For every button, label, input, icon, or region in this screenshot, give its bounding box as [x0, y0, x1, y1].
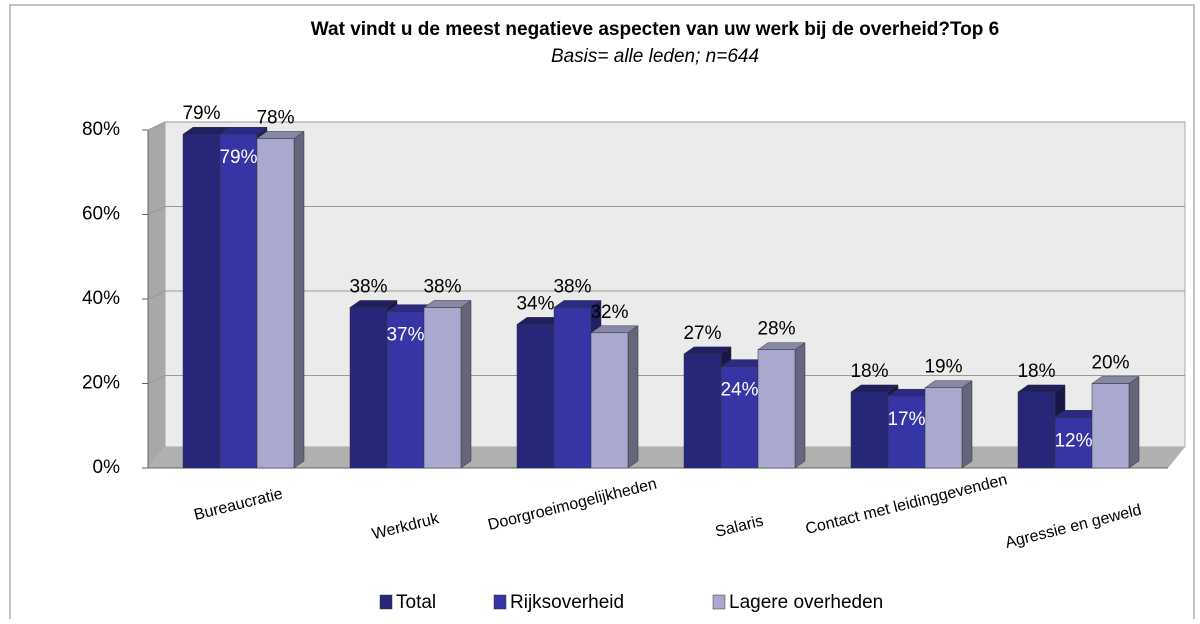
- value-label: 28%: [757, 319, 795, 340]
- bar-top: [256, 131, 305, 139]
- value-label: 38%: [553, 276, 591, 297]
- value-label: 37%: [386, 325, 424, 346]
- bar: [1091, 383, 1130, 469]
- bar-side: [627, 325, 639, 469]
- bar: [720, 366, 759, 469]
- value-label: 18%: [850, 361, 888, 382]
- bar: [423, 307, 462, 469]
- bar-side: [460, 299, 472, 469]
- bar: [553, 307, 592, 469]
- value-label: 24%: [720, 380, 758, 401]
- y-tick-label: 80%: [82, 119, 120, 140]
- bar-top: [1091, 376, 1140, 384]
- bar-top: [924, 380, 973, 388]
- bar: [386, 311, 425, 469]
- bar-top: [590, 325, 639, 334]
- chart-subtitle: Basis= alle leden; n=644: [551, 46, 759, 67]
- bar: [850, 391, 889, 469]
- bar: [182, 133, 221, 469]
- bar: [516, 324, 555, 469]
- y-tick-label: 40%: [82, 288, 120, 309]
- bar-top: [553, 300, 602, 308]
- grid-line: [147, 121, 166, 131]
- value-label: 38%: [423, 276, 461, 297]
- bar: [256, 138, 295, 469]
- grid-line: [147, 375, 166, 384]
- bar: [349, 307, 388, 469]
- bar-top: [349, 300, 398, 308]
- bar: [757, 349, 796, 469]
- value-label: 18%: [1017, 361, 1055, 382]
- legend-label: Lagere overheden: [729, 592, 883, 613]
- value-label: 17%: [887, 409, 925, 430]
- grid-line: [147, 290, 166, 300]
- y-tick-label: 60%: [82, 204, 120, 225]
- bar-top: [683, 346, 732, 355]
- value-label: 27%: [683, 323, 721, 344]
- chart-title: Wat vindt u de meest negatieve aspecten …: [311, 19, 999, 40]
- bar-top: [850, 384, 899, 393]
- bar: [219, 133, 258, 469]
- bar-side: [293, 130, 305, 469]
- bar-top: [219, 126, 268, 135]
- bar-side: [961, 380, 973, 469]
- value-label: 38%: [349, 276, 387, 297]
- bar: [1017, 391, 1056, 469]
- bar: [924, 387, 963, 469]
- y-tick-label: 20%: [82, 373, 120, 394]
- value-label: 12%: [1054, 430, 1092, 451]
- value-label: 78%: [256, 107, 294, 128]
- y-tick-label: 0%: [93, 457, 121, 478]
- bar-top: [1017, 384, 1066, 393]
- legend-label: Total: [396, 592, 436, 613]
- bar-side: [1128, 376, 1140, 469]
- grid-line: [147, 206, 166, 215]
- bar-side: [794, 342, 806, 469]
- bar: [590, 332, 629, 469]
- bar-top: [423, 300, 472, 308]
- bar-top: [757, 342, 806, 350]
- value-label: 79%: [219, 147, 257, 168]
- value-label: 34%: [516, 293, 554, 314]
- value-label: 19%: [924, 357, 962, 378]
- bar: [887, 395, 926, 469]
- value-label: 32%: [590, 302, 628, 323]
- legend-swatch: [712, 594, 726, 610]
- legend-swatch: [493, 594, 507, 610]
- value-label: 79%: [182, 103, 220, 124]
- legend-label: Rijksoverheid: [510, 592, 624, 613]
- bar: [683, 353, 722, 469]
- legend-swatch: [379, 594, 393, 610]
- value-label: 20%: [1091, 353, 1129, 374]
